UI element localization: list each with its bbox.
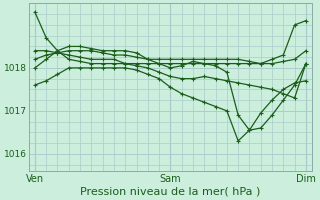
X-axis label: Pression niveau de la mer( hPa ): Pression niveau de la mer( hPa )	[80, 187, 260, 197]
